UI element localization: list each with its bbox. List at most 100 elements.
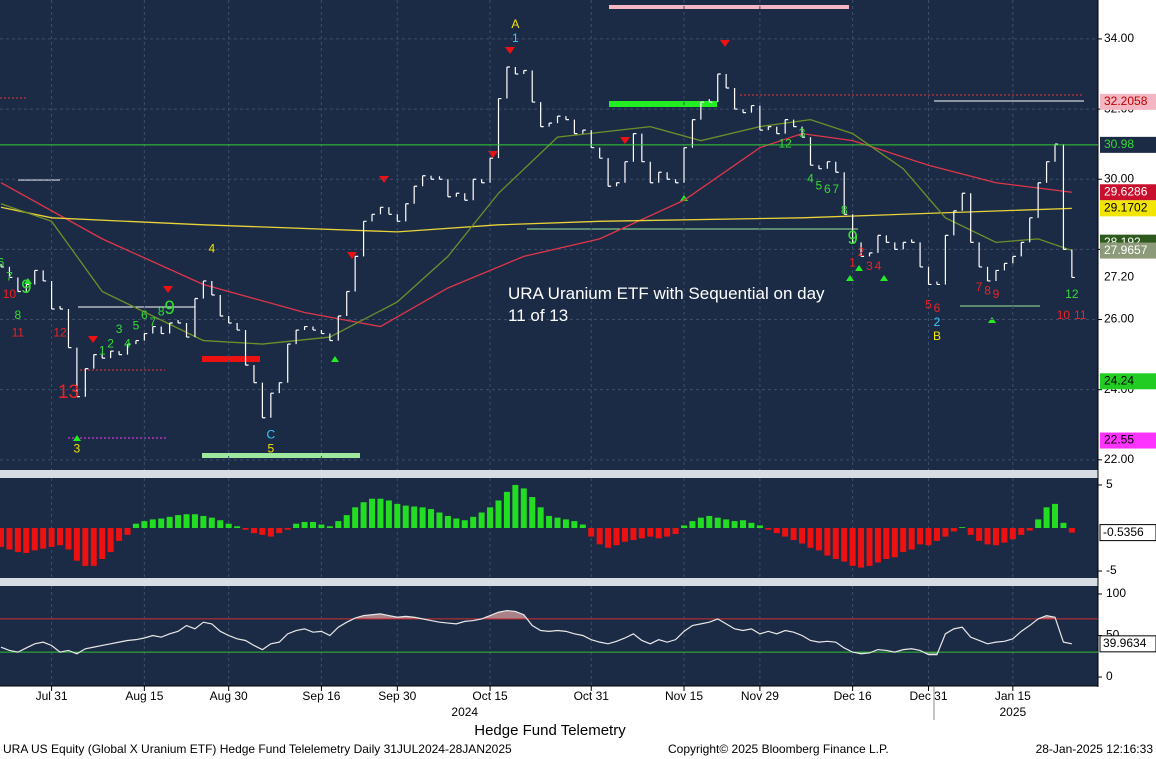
sequential-count: 11 [12, 326, 25, 340]
price-tag [1100, 242, 1156, 259]
histogram-bar [242, 528, 249, 530]
price-bar [759, 105, 763, 131]
price-tag-label: 30.98 [1104, 137, 1134, 151]
price-tag [1100, 136, 1156, 153]
price-bar [835, 161, 839, 173]
price-bar [337, 315, 342, 341]
price-bar [194, 297, 198, 338]
sequential-count: 8 [841, 203, 848, 217]
sequential-count: 3 [866, 259, 873, 273]
histogram-bar [149, 519, 156, 528]
price-bar [236, 323, 241, 331]
histogram-bar [200, 515, 207, 528]
price-bar [565, 116, 569, 121]
sequential-count: 6 [141, 308, 148, 322]
year-label: 2024 [451, 705, 478, 719]
histogram-bar [529, 497, 536, 528]
histogram-bar [689, 521, 696, 528]
histogram-bar [992, 528, 999, 546]
price-bar [700, 101, 704, 120]
histogram-bar [14, 528, 21, 553]
histogram-bar [723, 519, 730, 528]
histogram-bar [917, 528, 924, 545]
histogram-bar [318, 524, 325, 528]
x-tick-label: Aug 30 [210, 689, 248, 703]
histogram-bar [891, 528, 898, 558]
price-tag [1100, 184, 1156, 201]
sequential-count: 10 [1057, 308, 1071, 322]
price-bar [674, 179, 679, 184]
histogram-bar [225, 523, 232, 528]
sequential-count: 5 [133, 319, 140, 333]
x-tick-label: Nov 15 [665, 689, 703, 703]
price-bar [1054, 143, 1058, 162]
price-bar [877, 234, 881, 253]
histogram-bar [259, 528, 266, 535]
histogram-bar [419, 507, 426, 528]
price-bar [666, 172, 671, 180]
price-bar [126, 343, 131, 355]
price-tag-label: 32.2058 [1104, 94, 1148, 108]
price-bar [1020, 241, 1025, 257]
price-bar [953, 210, 957, 236]
sequential-count: 8 [15, 308, 22, 322]
price-bar [868, 252, 873, 257]
histogram-bar [680, 525, 687, 528]
histogram-bar [520, 488, 527, 528]
price-bar [34, 269, 38, 285]
price-bar [776, 126, 780, 135]
histogram-bar [116, 528, 123, 541]
price-bar [793, 119, 797, 128]
price-bar [514, 66, 519, 75]
sequential-count: 5 [925, 298, 932, 312]
price-bar [152, 325, 156, 334]
price-bar [481, 179, 485, 184]
histogram-bar [73, 528, 80, 561]
x-tick-label: Oct 31 [574, 689, 610, 703]
price-bar [17, 277, 21, 293]
sequential-count: 12 [778, 136, 792, 150]
histogram-bar [284, 528, 291, 530]
histogram-bar [984, 528, 991, 545]
price-bar [573, 119, 578, 135]
histogram-bar [40, 528, 47, 549]
price-bar [624, 161, 628, 183]
histogram-bar [621, 528, 628, 542]
sequential-count: 13 [58, 382, 79, 403]
histogram-bar [824, 528, 831, 556]
price-bar [885, 235, 890, 243]
sequential-count: 4 [807, 171, 814, 185]
price-tag-label: 29.6286 [1104, 184, 1148, 198]
histogram-bar [579, 524, 586, 528]
histogram-bar [596, 528, 603, 545]
divider [0, 578, 1098, 586]
histogram-bar [815, 528, 822, 551]
histogram-bar [436, 512, 443, 528]
price-bar [447, 179, 451, 198]
histogram-bar [950, 528, 957, 532]
histogram-bar [48, 528, 55, 547]
sequential-count: 5 [267, 441, 274, 455]
price-bar [169, 322, 173, 334]
sequential-count: B [933, 329, 941, 343]
histogram-bar [343, 515, 350, 528]
histogram-bar [630, 528, 637, 541]
rsi-line [0, 609, 1072, 656]
histogram-bar [900, 528, 907, 553]
histogram-bar [267, 528, 274, 537]
price-bar [556, 115, 561, 124]
histogram-bar [512, 484, 519, 528]
sequential-count: 6 [934, 301, 941, 315]
histogram-bar [1001, 528, 1008, 543]
histogram-bar [866, 528, 873, 566]
histogram-bar [647, 528, 654, 537]
divider [0, 470, 1098, 478]
y-tick-label: 5 [1106, 477, 1113, 491]
sequential-count: 2 [107, 336, 114, 350]
price-bar [986, 266, 991, 282]
x-tick-label: Aug 15 [125, 689, 163, 703]
price-tag [1100, 200, 1156, 217]
y-tick-label: 26.00 [1104, 312, 1134, 326]
histogram-bar [1051, 503, 1058, 528]
